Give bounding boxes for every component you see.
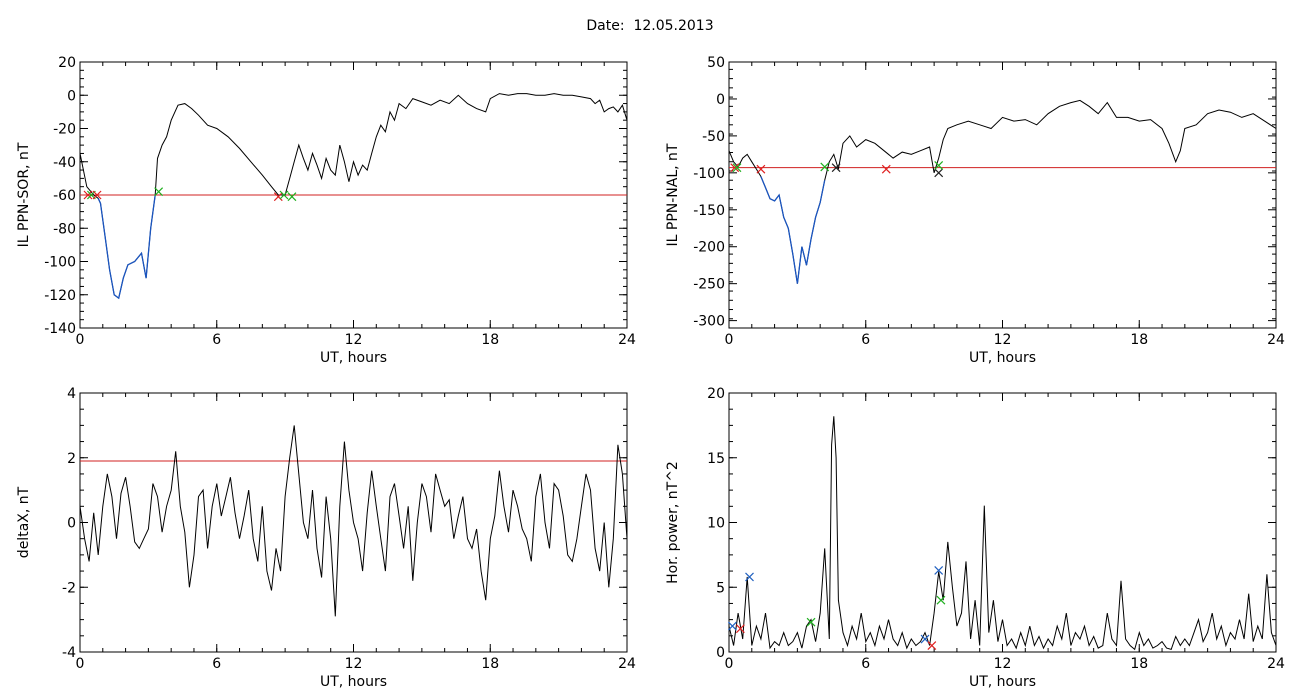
p1-series-below-threshold [97,194,156,300]
p2-xlabel: UT, hours [969,350,1036,366]
p4-xtick-label: 12 [994,656,1012,672]
p2-xtick-label: 18 [1130,332,1148,348]
p2-ytick-label: -100 [693,166,725,182]
p2-event-marker [820,162,830,172]
p4-xtick-label: 0 [725,656,734,672]
p1-xtick-label: 18 [481,332,499,348]
p2-series-main [728,99,1277,284]
p1-xtick-label: 0 [76,332,85,348]
p2-xtick-label: 24 [1267,332,1285,348]
p2-ytick-label: -250 [693,277,725,293]
p2-xtick-label: 6 [861,332,870,348]
p2-event-marker [934,161,944,170]
p1-event-marker [92,190,102,200]
p4-ytick-label: 20 [707,386,725,402]
p2-ytick-label: -50 [702,129,725,145]
p1-ytick-label: -60 [53,188,76,204]
p2-event-marker [732,163,742,173]
p1-xlabel: UT, hours [320,350,387,366]
p2-frame [728,61,1277,329]
p3-xlabel: UT, hours [320,674,387,690]
p4-event-marker [927,641,937,650]
p3-xtick-label: 12 [345,656,363,672]
p3-series-main [79,425,628,617]
p4-frame [728,392,1277,653]
p4-event-marker [806,617,816,627]
p1-event-marker [273,192,283,202]
p3-xtick-label: 18 [481,656,499,672]
p3-xtick-label: 24 [618,656,636,672]
p1-event-marker [154,187,164,197]
p4-ytick-label: 5 [716,580,725,596]
p1-ytick-label: -80 [53,221,76,237]
p3-ytick-label: 0 [67,516,76,532]
p3-ylabel: deltaX, nT [16,486,32,558]
p4-event-marker [745,572,754,582]
p2-event-marker [881,164,891,174]
p4-event-marker [934,565,944,575]
p3-ytick-label: 2 [67,451,76,467]
p3-ytick-label: -2 [62,580,76,596]
p4-xlabel: UT, hours [969,674,1036,690]
p1-ytick-label: -100 [44,255,76,271]
p4-ytick-label: 15 [707,451,725,467]
p2-xtick-label: 0 [725,332,734,348]
p4-ytick-label: 10 [707,516,725,532]
p4-xtick-label: 18 [1130,656,1148,672]
p2-ytick-label: -200 [693,240,725,256]
p4-series-main [728,416,1277,651]
p1-ytick-label: -120 [44,288,76,304]
p4-event-marker [735,624,745,634]
p2-ytick-label: 0 [716,92,725,108]
p4-xtick-label: 24 [1267,656,1285,672]
p2-ytick-label: -300 [693,314,725,330]
p1-event-marker [279,190,289,200]
p2-series-below-threshold [760,176,826,284]
p4-event-marker [727,621,737,631]
p2-event-marker [831,163,841,173]
p4-xtick-label: 6 [861,656,870,672]
p2-ytick-label: 50 [707,55,725,71]
p3-ytick-label: 4 [67,386,76,402]
p1-ytick-label: -20 [53,122,76,138]
p1-xtick-label: 24 [618,332,636,348]
p1-xtick-label: 12 [345,332,363,348]
p1-ytick-label: 0 [67,88,76,104]
p4-ytick-label: 0 [716,645,725,661]
p3-xtick-label: 0 [76,656,85,672]
p3-xtick-label: 6 [212,656,221,672]
p2-event-marker [730,163,740,173]
p1-ytick-label: -140 [44,321,76,337]
p2-ylabel: IL PPN-NAL, nT [665,143,681,246]
page-title: Date: 12.05.2013 [586,18,714,34]
p3-ytick-label: -4 [62,645,76,661]
p1-ylabel: IL PPN-SOR, nT [16,142,32,247]
p2-event-marker [934,168,944,178]
p1-ytick-label: -40 [53,155,76,171]
p2-ytick-label: -150 [693,203,725,219]
p4-event-marker [936,595,946,605]
p1-ytick-label: 20 [58,55,76,71]
p1-xtick-label: 6 [212,332,221,348]
p1-event-marker [83,190,93,200]
p4-ylabel: Hor. power, nT^2 [665,461,681,584]
p2-event-marker [756,164,766,174]
p2-xtick-label: 12 [994,332,1012,348]
p1-event-marker [287,192,297,202]
